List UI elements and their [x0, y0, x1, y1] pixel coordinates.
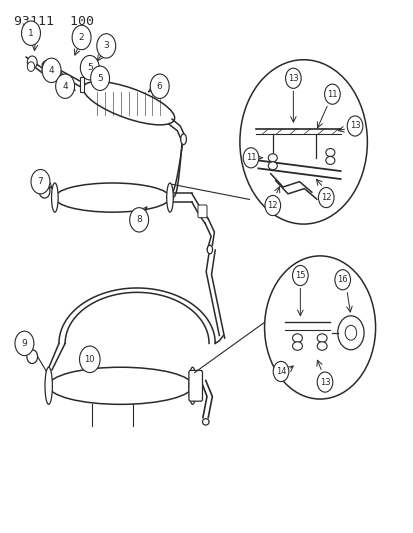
- Text: 4: 4: [62, 82, 68, 91]
- Circle shape: [273, 361, 288, 382]
- Circle shape: [72, 25, 91, 50]
- FancyBboxPatch shape: [197, 205, 206, 217]
- Text: 14: 14: [275, 367, 285, 376]
- Text: 13: 13: [287, 74, 298, 83]
- Circle shape: [21, 21, 40, 45]
- Circle shape: [79, 346, 100, 373]
- Circle shape: [150, 74, 169, 99]
- Ellipse shape: [206, 245, 212, 254]
- Ellipse shape: [325, 157, 334, 165]
- Circle shape: [27, 56, 37, 69]
- Ellipse shape: [325, 149, 334, 157]
- Circle shape: [90, 66, 109, 91]
- Circle shape: [316, 372, 332, 392]
- FancyBboxPatch shape: [79, 77, 84, 92]
- Ellipse shape: [316, 342, 326, 350]
- Circle shape: [347, 116, 362, 136]
- Circle shape: [264, 196, 280, 216]
- Ellipse shape: [45, 367, 52, 405]
- Text: 6: 6: [157, 82, 162, 91]
- Circle shape: [292, 265, 307, 286]
- Ellipse shape: [268, 162, 277, 169]
- Text: 2: 2: [78, 33, 84, 42]
- Text: 12: 12: [267, 201, 278, 210]
- Circle shape: [27, 350, 38, 364]
- Text: 9: 9: [21, 339, 27, 348]
- Text: 13: 13: [349, 122, 359, 131]
- Ellipse shape: [83, 82, 174, 125]
- Text: 7: 7: [38, 177, 43, 186]
- Circle shape: [15, 331, 34, 356]
- Text: 15: 15: [294, 271, 305, 280]
- Ellipse shape: [188, 367, 196, 405]
- Text: 11: 11: [326, 90, 337, 99]
- Ellipse shape: [316, 334, 326, 342]
- Text: 3: 3: [103, 42, 109, 51]
- Circle shape: [42, 58, 61, 83]
- Ellipse shape: [268, 154, 277, 162]
- Ellipse shape: [166, 183, 173, 212]
- Text: 12: 12: [320, 193, 331, 202]
- Text: 5: 5: [97, 74, 103, 83]
- Ellipse shape: [292, 342, 301, 350]
- Circle shape: [337, 316, 363, 350]
- Ellipse shape: [49, 367, 192, 405]
- Ellipse shape: [202, 419, 209, 425]
- Text: 10: 10: [84, 355, 95, 364]
- Text: 13: 13: [319, 377, 330, 386]
- Ellipse shape: [292, 334, 301, 342]
- Circle shape: [27, 62, 35, 71]
- Text: 4: 4: [49, 66, 54, 75]
- FancyBboxPatch shape: [188, 370, 202, 401]
- Circle shape: [239, 60, 366, 224]
- Circle shape: [31, 169, 50, 194]
- Text: 11: 11: [245, 154, 256, 163]
- Circle shape: [264, 256, 375, 399]
- Circle shape: [324, 84, 339, 104]
- Text: 8: 8: [136, 215, 142, 224]
- Ellipse shape: [52, 183, 58, 212]
- Ellipse shape: [42, 60, 55, 70]
- Circle shape: [129, 208, 148, 232]
- Circle shape: [97, 34, 115, 58]
- Text: 1: 1: [28, 29, 34, 38]
- Ellipse shape: [55, 183, 170, 212]
- Text: 93111  100: 93111 100: [14, 14, 93, 28]
- Ellipse shape: [180, 134, 186, 144]
- Ellipse shape: [42, 66, 55, 75]
- Circle shape: [318, 188, 333, 208]
- Circle shape: [285, 68, 300, 88]
- Circle shape: [242, 148, 258, 168]
- Circle shape: [55, 74, 74, 99]
- Circle shape: [80, 55, 99, 80]
- Circle shape: [344, 325, 356, 340]
- Text: 5: 5: [87, 63, 93, 72]
- Text: 16: 16: [337, 275, 347, 284]
- Circle shape: [39, 184, 50, 198]
- Circle shape: [334, 270, 350, 290]
